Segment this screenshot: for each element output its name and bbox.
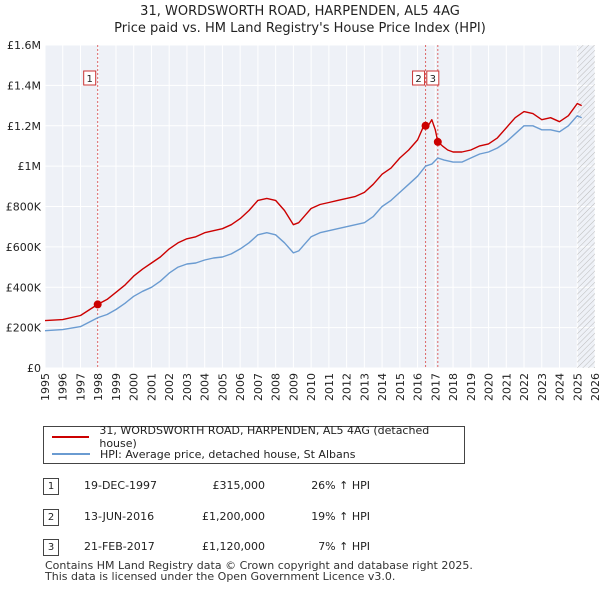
property-series-line bbox=[44, 102, 583, 322]
transaction-marker: 1 bbox=[43, 478, 59, 495]
y-tick-label: £200K bbox=[6, 322, 42, 335]
x-tick-label: 2016 bbox=[412, 373, 425, 401]
x-tick-label: 2000 bbox=[128, 373, 141, 401]
x-tick-label: 2004 bbox=[199, 373, 212, 401]
sale-marker-box bbox=[83, 70, 97, 86]
sale-marker-label: 1 bbox=[87, 74, 93, 85]
hpi-series-line bbox=[44, 114, 582, 332]
x-tick-label: 2009 bbox=[287, 373, 300, 401]
x-tick-label: 2006 bbox=[234, 373, 247, 401]
footer: Contains HM Land Registry data © Crown c… bbox=[45, 560, 473, 582]
x-tick-label: 2018 bbox=[447, 373, 460, 401]
x-tick-label: 1995 bbox=[39, 373, 52, 401]
sale-marker-box bbox=[426, 70, 440, 86]
footer-copyright: Contains HM Land Registry data © Crown c… bbox=[45, 559, 473, 572]
x-tick-label: 1998 bbox=[92, 373, 105, 401]
sale-marker-label: 3 bbox=[430, 74, 436, 85]
x-tick-label: 2007 bbox=[252, 373, 265, 401]
x-tick-label: 2024 bbox=[554, 373, 567, 401]
footer-licence: This data is licensed under the Open Gov… bbox=[45, 570, 396, 583]
y-tick-label: £1.6M bbox=[7, 39, 41, 52]
transaction-price: £315,000 bbox=[212, 479, 266, 492]
x-tick-label: 2014 bbox=[376, 373, 389, 401]
x-tick-label: 1996 bbox=[57, 373, 70, 401]
transaction-hpi: 7% ↑ HPI bbox=[318, 540, 370, 553]
transaction-row: 1 19-DEC-1997 £315,000 26% ↑ HPI bbox=[0, 478, 600, 498]
x-tick-label: 2015 bbox=[394, 373, 407, 401]
sale-marker-box bbox=[412, 70, 426, 86]
forecast-hatch bbox=[577, 45, 595, 368]
x-tick-label: 2017 bbox=[429, 373, 442, 401]
x-tick-label: 2003 bbox=[181, 373, 194, 401]
x-tick-label: 2008 bbox=[270, 373, 283, 401]
transaction-hpi: 19% ↑ HPI bbox=[311, 510, 370, 523]
legend-swatch-property bbox=[52, 436, 90, 438]
chart-title: 31, WORDSWORTH ROAD, HARPENDEN, AL5 4AG bbox=[140, 4, 460, 19]
x-tick-label: 2005 bbox=[216, 373, 229, 401]
transaction-price: £1,120,000 bbox=[202, 540, 265, 553]
sale-marker-label: 2 bbox=[415, 74, 421, 85]
transaction-marker: 2 bbox=[43, 509, 59, 526]
transaction-date: 19-DEC-1997 bbox=[84, 479, 158, 492]
transaction-price: £1,200,000 bbox=[202, 510, 265, 523]
y-tick-label: £1.4M bbox=[7, 79, 41, 92]
transaction-row: 2 13-JUN-2016 £1,200,000 19% ↑ HPI bbox=[0, 509, 600, 529]
sale-point bbox=[93, 300, 102, 309]
x-tick-label: 2012 bbox=[341, 373, 354, 401]
legend-swatch-hpi bbox=[52, 453, 90, 455]
sale-point bbox=[433, 137, 442, 146]
transaction-marker: 3 bbox=[43, 539, 59, 556]
transaction-date: 21-FEB-2017 bbox=[84, 540, 155, 553]
x-tick-label: 2002 bbox=[163, 373, 176, 401]
y-tick-label: £600K bbox=[6, 241, 42, 254]
x-tick-label: 2026 bbox=[589, 373, 600, 401]
y-tick-label: £0 bbox=[27, 362, 41, 375]
transaction-hpi: 26% ↑ HPI bbox=[311, 479, 370, 492]
legend-label-hpi: HPI: Average price, detached house, St A… bbox=[100, 447, 356, 461]
y-tick-label: £800K bbox=[6, 201, 42, 214]
x-tick-label: 2010 bbox=[305, 373, 318, 401]
sale-point bbox=[421, 121, 430, 130]
x-tick-label: 2001 bbox=[145, 373, 158, 401]
y-tick-label: £1.2M bbox=[7, 120, 41, 133]
x-tick-label: 2023 bbox=[536, 373, 549, 401]
x-tick-label: 1997 bbox=[74, 373, 87, 401]
x-tick-label: 2013 bbox=[358, 373, 371, 401]
x-tick-label: 2020 bbox=[483, 373, 496, 401]
price-chart: 1 2 3 £0 £200K £400K £600K £800K £1M £1.2M £1.4M £1… bbox=[6, 39, 600, 401]
legend: 31, WORDSWORTH ROAD, HARPENDEN, AL5 4AG … bbox=[43, 424, 465, 464]
x-tick-label: 2011 bbox=[323, 373, 336, 401]
legend-item-hpi: HPI: Average price, detached house, St A… bbox=[52, 446, 355, 462]
x-tick-label: 2021 bbox=[500, 373, 513, 401]
legend-item-property: 31, WORDSWORTH ROAD, HARPENDEN, AL5 4AG … bbox=[52, 424, 464, 450]
x-tick-label: 1999 bbox=[110, 373, 123, 401]
chart-subtitle: Price paid vs. HM Land Registry's House … bbox=[114, 21, 486, 36]
x-tick-label: 2022 bbox=[518, 373, 531, 401]
y-tick-label: £400K bbox=[6, 281, 42, 294]
transaction-row: 3 21-FEB-2017 £1,120,000 7% ↑ HPI bbox=[0, 539, 600, 559]
x-tick-label: 2025 bbox=[571, 373, 584, 401]
transaction-date: 13-JUN-2016 bbox=[84, 510, 155, 523]
y-tick-label: £1M bbox=[18, 160, 42, 173]
x-tick-label: 2019 bbox=[465, 373, 478, 401]
legend-label-property: 31, WORDSWORTH ROAD, HARPENDEN, AL5 4AG … bbox=[99, 424, 430, 450]
